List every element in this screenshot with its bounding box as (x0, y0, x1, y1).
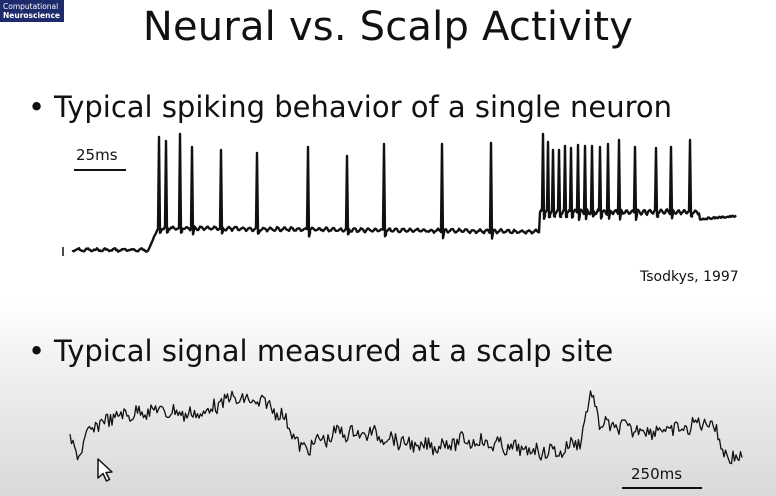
course-logo: Computational Neuroscience (0, 0, 64, 22)
bullet-neuron-text: Typical spiking behavior of a single neu… (54, 90, 672, 124)
logo-line-2: Neuroscience (3, 11, 60, 20)
slide-title: Neural vs. Scalp Activity (142, 4, 634, 50)
eeg-scale-bar (622, 487, 702, 489)
bullet-scalp: • Typical signal measured at a scalp site (28, 334, 613, 368)
logo-line-1: Computational (3, 2, 59, 11)
neuron-spike-trace (71, 132, 737, 253)
bullet-marker: • (28, 90, 46, 124)
eeg-trace (69, 390, 743, 465)
neuron-scale-bar (74, 169, 126, 171)
eeg-scale-label: 250ms (631, 465, 683, 483)
neuron-scale-label: 25ms (76, 146, 118, 164)
bullet-scalp-text: Typical signal measured at a scalp site (54, 334, 614, 368)
bullet-marker: • (28, 334, 46, 368)
mouse-pointer-icon (97, 458, 113, 482)
bullet-neuron: • Typical spiking behavior of a single ne… (28, 90, 672, 124)
citation: Tsodkys, 1997 (640, 269, 739, 285)
